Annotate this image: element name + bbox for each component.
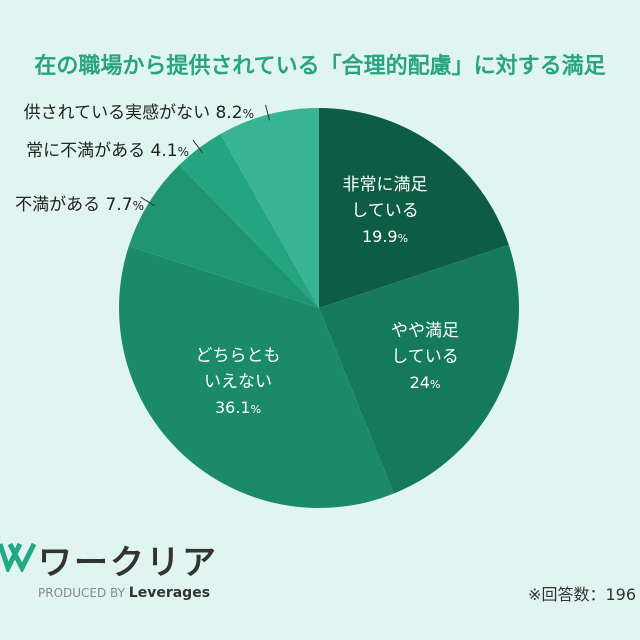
slice-label-no-sense: 供されている実感がない 8.2% <box>23 103 254 123</box>
slice-value: 19.9% <box>361 227 409 246</box>
logo-text: ワークリア <box>38 543 218 583</box>
pie-slice <box>319 245 519 494</box>
slice-label-somewhat-satisfied: やや満足 している 24% <box>391 318 459 398</box>
slice-label-very-dissatisfied: 常に不満がある 4.1% <box>26 141 189 161</box>
workclear-logo-icon <box>0 542 36 572</box>
label-line: いえない <box>204 372 272 392</box>
leader-line <box>192 139 203 154</box>
pie-slice <box>220 108 319 308</box>
leader-line <box>265 104 271 121</box>
chart-title: 在の職場から提供されている「合理的配慮」に対する満足 <box>34 54 606 79</box>
respondent-count-note: ※回答数：196 <box>528 585 636 604</box>
pie-slice <box>128 164 319 308</box>
slice-label-neutral: どちらとも いえない 36.1% <box>196 343 281 423</box>
slice-value: 36.1% <box>214 398 262 417</box>
label-line: している <box>391 347 459 367</box>
slice-label-very-satisfied: 非常に満足 している 19.9% <box>343 172 428 252</box>
label-line: やや満足 <box>391 321 459 341</box>
pie-slice <box>319 108 509 308</box>
label-line: している <box>351 201 419 221</box>
pie-slice <box>179 133 319 308</box>
produced-by: PRODUCED BY Leverages <box>38 585 211 601</box>
label-line: 非常に満足 <box>342 175 428 195</box>
pie-slice <box>118 246 394 509</box>
slice-label-dissatisfied: 不満がある 7.7% <box>15 195 144 215</box>
leader-line <box>140 196 155 207</box>
label-line: どちらとも <box>195 346 281 366</box>
slice-value: 24% <box>409 373 441 392</box>
